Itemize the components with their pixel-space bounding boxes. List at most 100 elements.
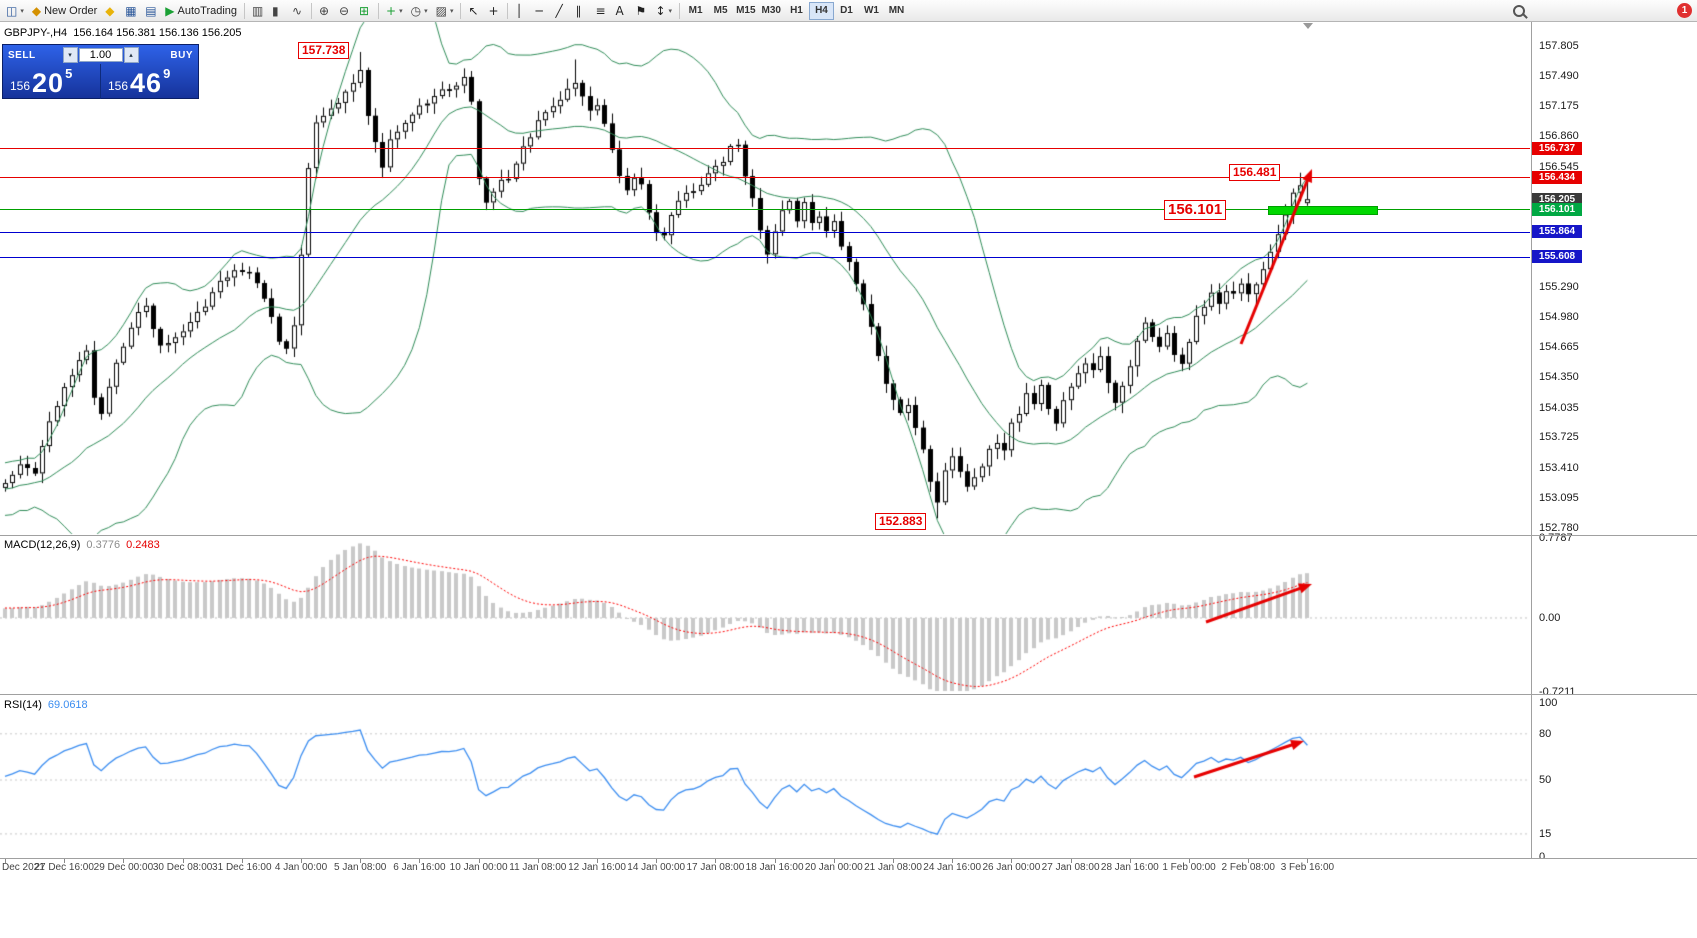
timeframe-m5-button[interactable]: M5 [708, 2, 733, 20]
price-annotation[interactable]: 152.883 [875, 513, 927, 530]
templates-button[interactable]: ▨ ▾ [432, 1, 458, 21]
price-axis-label: 157.490 [1539, 69, 1579, 82]
metaeditor-button[interactable]: ◆ [101, 1, 121, 21]
price-badge-156.101: 156.101 [1532, 202, 1582, 216]
rsi-axis-label: 100 [1539, 697, 1558, 709]
search-button[interactable] [1509, 1, 1529, 21]
market-watch-button[interactable]: ▦ [121, 1, 141, 21]
toolbar: ◫ ▾ ◆ New Order ◆ ▦ ▤ ▶ AutoTrading ▥ ▮ ∿ ⊕ ⊖ ⊞ + ▾ ◷ ▾ ▨ ▾ ↖… [0, 0, 1697, 22]
fibonacci-button[interactable]: ≡ [591, 1, 611, 21]
indicators-button[interactable]: + ▾ [382, 1, 407, 21]
chart-info-line: GBPJPY-,H4 156.164 156.381 156.136 156.2… [4, 27, 242, 39]
hline-156.737[interactable] [0, 148, 1530, 150]
cursor-button[interactable]: ↖ [464, 1, 484, 21]
timeframe-m15-button[interactable]: M15 [733, 2, 758, 20]
time-tick [182, 859, 184, 863]
toolbar-separator [311, 2, 313, 19]
time-label: 30 Dec 08:00 [152, 862, 213, 873]
tile-windows-button[interactable]: ⊞ [355, 1, 375, 21]
hline-156.434[interactable] [0, 177, 1530, 179]
volume-decrease-button[interactable]: ▾ [62, 47, 78, 63]
time-label: 6 Jan 16:00 [393, 862, 446, 873]
arrows-button[interactable]: ↕ ▾ [651, 1, 676, 21]
autotrading-button[interactable]: ▶ AutoTrading [161, 1, 241, 21]
time-label: 2 Feb 08:00 [1221, 862, 1275, 873]
sell-button[interactable]: SELL [8, 49, 36, 61]
dropdown-caret-icon: ▾ [424, 6, 428, 15]
time-label: 5 Jan 08:00 [334, 862, 387, 873]
macd-signal-value: 0.2483 [126, 539, 160, 551]
rsi-value: 69.0618 [47, 699, 88, 711]
ask-price-pips: 46 [130, 68, 163, 98]
timeframe-w1-button[interactable]: W1 [859, 2, 884, 20]
trendline-button[interactable]: ╱ [551, 1, 571, 21]
price-axis-label: 154.665 [1539, 341, 1579, 354]
time-axis[interactable]: Dec 2021 27 Dec 16:00 29 Dec 00:00 30 Dec 0… [0, 858, 1697, 938]
bar-chart-button[interactable]: ▥ [248, 1, 268, 21]
price-axis-label: 153.095 [1539, 491, 1579, 504]
time-tick [537, 859, 539, 863]
time-tick [123, 859, 125, 863]
notification-badge[interactable]: 1 [1677, 3, 1692, 18]
timeframe-m1-button[interactable]: M1 [683, 2, 708, 20]
vertical-line-button[interactable]: │ [511, 1, 531, 21]
time-label: 29 Dec 00:00 [93, 862, 154, 873]
hline-155.608[interactable] [0, 256, 1530, 258]
bar-chart-icon: ▥ [252, 3, 264, 18]
label-button[interactable]: ⚑ [631, 1, 651, 21]
line-chart-icon: ∿ [292, 3, 303, 18]
volume-increase-button[interactable]: ▴ [123, 47, 139, 63]
volume-input[interactable] [78, 48, 123, 62]
chart-canvas[interactable] [0, 0, 1530, 860]
horizontal-line-button[interactable]: ─ [531, 1, 551, 21]
price-annotation[interactable]: 156.101 [1164, 200, 1227, 220]
periods-button[interactable]: ◷ ▾ [407, 1, 432, 21]
new-chart-icon: ◫ [6, 3, 18, 18]
channel-button[interactable]: ∥ [571, 1, 591, 21]
timeframe-m30-button[interactable]: M30 [759, 2, 784, 20]
rsi-axis-label: 0 [1539, 851, 1546, 863]
data-window-button[interactable]: ▤ [141, 1, 161, 21]
rsi-axis-label: 15 [1539, 827, 1552, 840]
price-axis[interactable]: 157.805 157.490 157.175 156.860 156.545 155.2… [1531, 22, 1697, 863]
dropdown-caret-icon: ▾ [449, 6, 454, 15]
zoom-out-button[interactable]: ⊖ [335, 1, 355, 21]
sell-price-button[interactable]: 156 20 5 [3, 64, 101, 99]
periods-icon: ◷ [410, 3, 422, 18]
text-button[interactable]: A [611, 1, 631, 21]
templates-icon: ▨ [435, 3, 447, 18]
line-chart-button[interactable]: ∿ [288, 1, 308, 21]
timeframe-d1-button[interactable]: D1 [834, 2, 859, 20]
zoom-in-button[interactable]: ⊕ [315, 1, 335, 21]
buy-button[interactable]: BUY [170, 49, 193, 61]
price-annotation[interactable]: 157.738 [298, 42, 350, 59]
arrows-icon: ↕ [655, 3, 666, 18]
panel-divider[interactable] [0, 535, 1697, 536]
support-highlight-bar[interactable] [1268, 205, 1378, 215]
panel-divider[interactable] [0, 694, 1697, 695]
time-tick [952, 859, 954, 863]
buy-price-button[interactable]: 156 46 9 [101, 64, 198, 99]
time-label: 20 Jan 00:00 [804, 862, 863, 873]
timeframe-h1-button[interactable]: H1 [784, 2, 809, 20]
timeframe-mn-button[interactable]: MN [884, 2, 909, 20]
rsi-indicator-name: RSI(14) [4, 699, 42, 711]
time-tick [241, 859, 243, 863]
time-tick [774, 859, 776, 863]
time-label: Dec 2021 [2, 862, 45, 873]
hline-155.864[interactable] [0, 231, 1530, 233]
time-tick [478, 859, 480, 863]
candlestick-chart-button[interactable]: ▮ [268, 1, 288, 21]
crosshair-button[interactable]: + [484, 1, 504, 21]
new-order-button-label: New Order [44, 4, 98, 17]
timeframe-h4-button[interactable]: H4 [808, 1, 834, 20]
time-label: 3 Feb 16:00 [1280, 862, 1335, 873]
autotrading-button-label: AutoTrading [177, 4, 238, 17]
fibonacci-icon: ≡ [595, 3, 606, 18]
new-order-button[interactable]: ◆ New Order [28, 1, 101, 21]
new-chart-button[interactable]: ◫ ▾ [2, 1, 28, 21]
price-annotation[interactable]: 156.481 [1229, 164, 1281, 181]
time-tick [833, 859, 835, 863]
